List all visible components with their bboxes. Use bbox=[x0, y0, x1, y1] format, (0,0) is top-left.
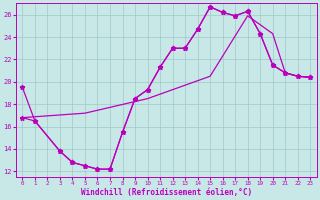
X-axis label: Windchill (Refroidissement éolien,°C): Windchill (Refroidissement éolien,°C) bbox=[81, 188, 252, 197]
